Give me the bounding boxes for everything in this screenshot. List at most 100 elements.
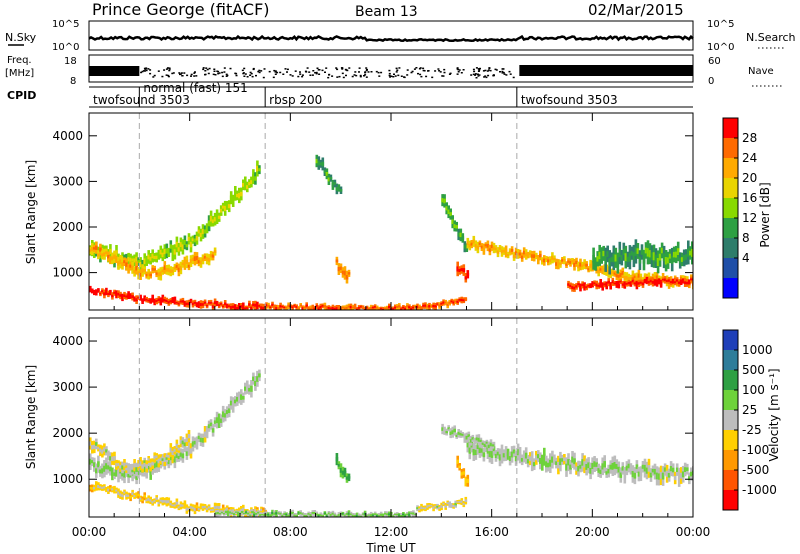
power-cell [325,307,329,310]
velocity-cell [462,471,466,475]
velocity-cell [295,514,298,517]
power-cell [236,306,239,310]
velocity-cell [487,444,491,449]
power-cell [363,308,367,310]
velocity-cell [633,472,637,479]
velocity-cell [169,502,173,506]
velocity-colorbar-swatch [723,390,738,411]
freq-dot [276,71,279,74]
velocity-cell [345,513,349,515]
power-cell [217,215,221,219]
freq-dot [458,69,461,71]
velocity-cell [139,461,142,467]
power-cell [201,303,205,306]
nsearch-tick-top: 10^5 [707,19,734,30]
power-cell [299,304,302,307]
freq-dot [495,69,498,71]
freq-dot [488,67,491,69]
power-cell [121,256,124,260]
power-panel-background [89,113,693,310]
power-cell [585,263,588,267]
power-cell [571,286,574,289]
power-cell [472,239,476,244]
velocity-cell [467,434,471,438]
power-cell [211,254,215,258]
freq-dot [216,70,219,72]
velocity-cell [447,427,450,430]
velocity-cell [203,505,207,508]
freq-dot [417,72,419,75]
power-cell [101,247,104,252]
velocity-cell [107,465,110,470]
power-cell [353,305,357,308]
power-cell [647,276,651,280]
freq-dot [388,69,391,72]
velocity-cell [502,453,506,458]
power-cell [593,282,596,285]
freq-dot [448,73,451,75]
velocity-cell [215,505,219,509]
velocity-cell [91,460,94,464]
velocity-cell [241,511,244,514]
velocity-cell [549,459,552,467]
freq-dot [178,72,181,74]
freq-trace [89,65,693,79]
power-cell [689,250,692,256]
freq-dot [482,70,485,72]
power-cell [169,300,173,303]
freq-dot [388,72,391,75]
freq-dot [208,67,211,70]
power-cell [432,304,435,308]
velocity-cell [448,503,451,506]
velocity-cell [256,509,259,511]
velocity-cell [363,512,367,515]
power-cell [555,262,558,266]
freq-dot [483,76,486,78]
power-cell [181,262,185,266]
velocity-cell [177,506,181,509]
power-cell [219,208,223,213]
velocity-cell [402,513,405,516]
velocity-cell [489,442,493,447]
velocity-cell [471,437,475,440]
power-cell [617,283,621,286]
power-cell [453,224,456,228]
velocity-cell [325,515,329,517]
power-cell [205,257,209,261]
power-cell [460,268,464,272]
velocity-cell [398,514,401,516]
velocity-cell [367,514,371,516]
velocity-cell [609,464,612,470]
power-cell [369,307,373,310]
velocity-cell [197,435,201,440]
freq-dot [353,74,356,76]
power-cell [246,185,249,189]
velocity-cell [135,494,138,497]
power-cell [283,306,286,309]
velocity-cell [159,457,163,461]
power-cell [189,300,193,302]
power-cell [213,250,217,253]
date-title: 02/Mar/2015 [588,1,684,19]
power-colorbar-tick-label: 16 [742,191,757,205]
freq-dot [410,71,413,74]
power-cell [639,281,643,284]
velocity-cell [167,500,171,504]
velocity-cell [514,456,518,462]
freq-dot [411,70,414,73]
velocity-cell [171,504,175,507]
power-cell [631,274,635,278]
power-cell [392,308,395,310]
power-cell [516,252,520,256]
velocity-cell [249,514,252,516]
freq-dot [475,77,478,79]
freq-dot [501,68,504,70]
velocity-cell [269,514,272,517]
velocity-cell [209,422,213,427]
power-cell [97,253,100,257]
power-cell [365,307,369,309]
freq-dot [484,75,487,77]
velocity-cell [273,512,276,515]
freq-dot [358,67,361,69]
velocity-cell [406,513,409,516]
